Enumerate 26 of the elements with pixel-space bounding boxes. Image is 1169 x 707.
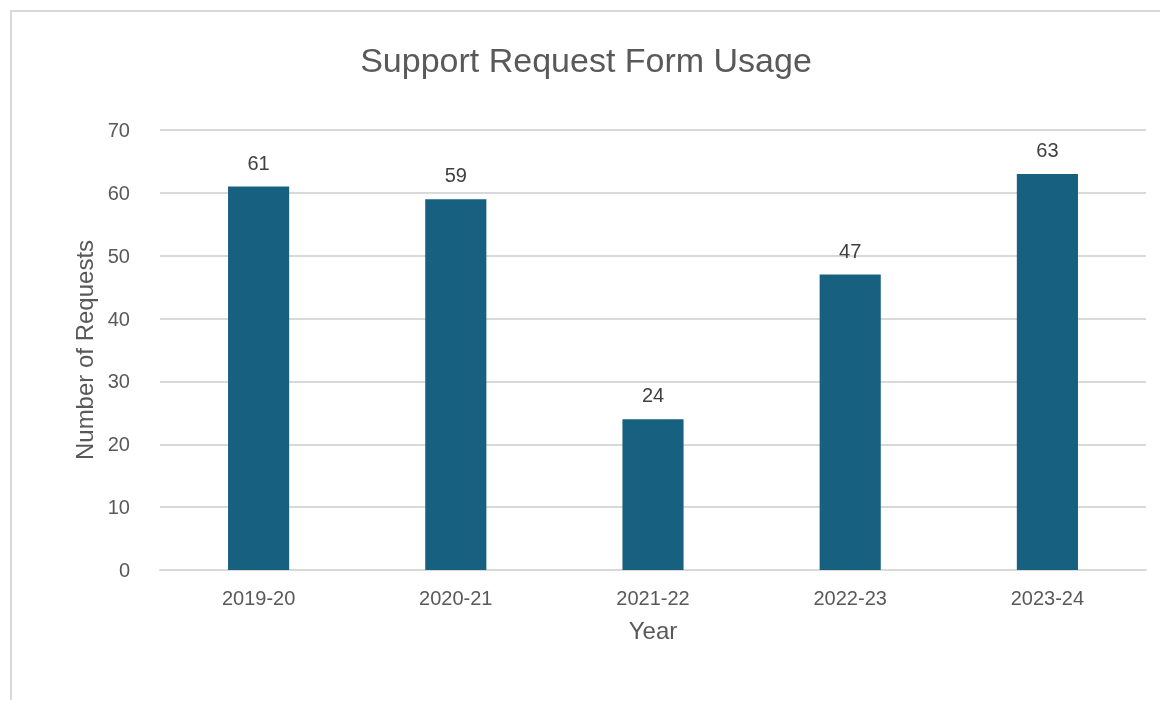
data-label: 59	[444, 164, 467, 187]
x-axis-title: Year	[628, 616, 678, 644]
y-tick-label: 0	[118, 559, 130, 581]
y-tick-label: 60	[107, 181, 130, 204]
bar	[228, 186, 290, 570]
y-tick-label: 70	[107, 119, 130, 141]
chart-title: Support Request Form Usage	[360, 41, 812, 79]
bar	[622, 419, 684, 570]
bar	[1016, 174, 1078, 570]
y-tick-label: 20	[107, 433, 130, 456]
y-tick-label: 50	[107, 244, 130, 267]
x-tick-label: 2023-24	[1010, 587, 1085, 609]
data-label: 24	[641, 384, 665, 407]
bar	[819, 274, 881, 570]
y-axis-title: Number of Requests	[71, 239, 99, 461]
x-tick-label: 2019-20	[221, 587, 296, 609]
x-tick-label: 2020-21	[419, 587, 493, 609]
data-label: 47	[839, 239, 862, 262]
y-tick-label: 40	[107, 307, 130, 330]
x-tick-label: 2021-22	[616, 587, 690, 609]
y-tick-label: 30	[107, 370, 130, 393]
data-label: 63	[1036, 139, 1059, 161]
data-label: 61	[247, 151, 270, 174]
bar	[425, 199, 487, 570]
y-tick-label: 10	[107, 496, 130, 519]
x-tick-label: 2022-23	[813, 587, 887, 609]
